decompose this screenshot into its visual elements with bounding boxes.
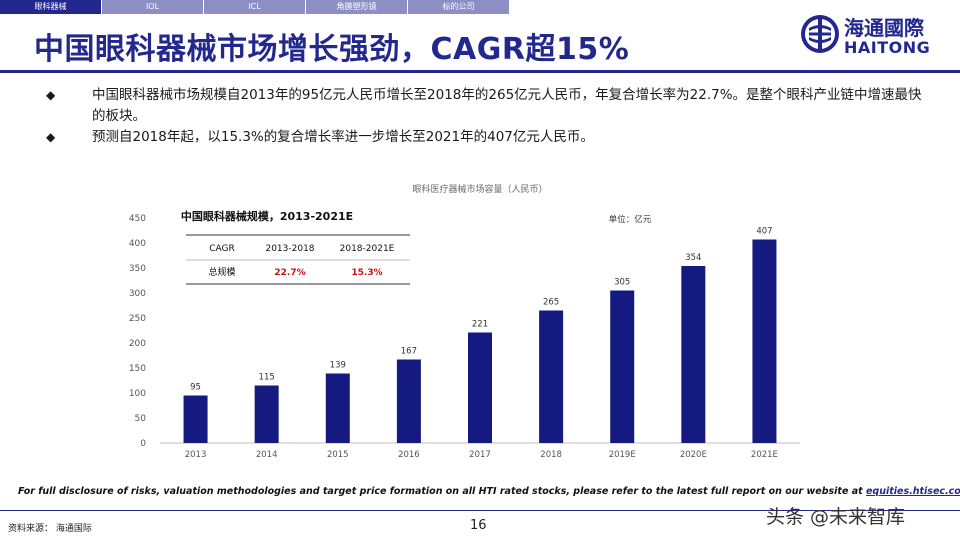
chart-title: 眼科医疗器械市场容量（人民币） (412, 183, 547, 195)
top-nav: 眼科器械 IOL ICL 角膜塑形镜 标的公司 (0, 0, 510, 14)
bullet-item: ◆ 预测自2018年起，以15.3%的复合增长率进一步增长至2021年的407亿… (44, 127, 924, 148)
bar-value-label: 115 (259, 373, 275, 383)
x-tick-label: 2017 (469, 450, 491, 460)
bullet-item: ◆ 中国眼科器械市场规模自2013年的95亿元人民币增长至2018年的265亿元… (44, 85, 924, 127)
bar (183, 395, 208, 443)
bar-value-label: 139 (330, 361, 346, 371)
y-tick-label: 350 (129, 264, 146, 274)
nav-tab[interactable]: IOL (102, 0, 204, 14)
haitong-logo-icon (801, 15, 839, 53)
bar (610, 290, 635, 443)
title-divider (0, 70, 960, 73)
bar-value-label: 407 (756, 227, 772, 237)
footer-divider (0, 510, 960, 511)
bar-value-label: 95 (190, 383, 201, 393)
y-tick-label: 50 (135, 414, 147, 424)
x-tick-label: 2013 (185, 450, 207, 460)
logo-text-en: HAITONG (844, 38, 931, 57)
x-tick-label: 2021E (751, 450, 778, 460)
y-tick-label: 0 (140, 439, 146, 449)
logo-text-cn: 海通國際 (844, 16, 924, 40)
y-tick-label: 400 (129, 239, 146, 249)
bar (254, 385, 279, 443)
y-tick-label: 300 (129, 289, 146, 299)
disclosure-link[interactable]: equities.htisec.com (865, 486, 960, 497)
nav-tab[interactable]: ICL (204, 0, 306, 14)
x-tick-label: 2016 (398, 450, 420, 460)
bar-value-label: 167 (401, 347, 417, 357)
disclosure-text: For full disclosure of risks, valuation … (18, 486, 960, 497)
bar-value-label: 354 (685, 253, 701, 263)
inset-table-header: 2013-2018 (265, 244, 314, 254)
x-tick-label: 2015 (327, 450, 349, 460)
watermark: 头条 @未来智库 (766, 506, 906, 528)
source-note: 资料来源： 海通国际 (8, 524, 92, 534)
nav-tab[interactable]: 标的公司 (408, 0, 510, 14)
y-tick-label: 450 (129, 214, 146, 224)
y-tick-label: 200 (129, 339, 146, 349)
bar (325, 373, 350, 443)
page-number: 16 (470, 518, 487, 533)
bar-value-label: 221 (472, 320, 488, 330)
inset-subtitle: 中国眼科器械规模，2013-2021E (181, 209, 353, 223)
bullet-diamond-icon: ◆ (46, 130, 56, 144)
x-tick-label: 2020E (680, 450, 707, 460)
disclosure-body: For full disclosure of risks, valuation … (18, 486, 866, 497)
bar-value-label: 305 (614, 278, 630, 288)
haitong-logo: 海通國際 HAITONG (800, 10, 950, 60)
inset-table-value: 22.7% (274, 268, 305, 278)
bar-value-label: 265 (543, 298, 559, 308)
market-size-chart: 眼科医疗器械市场容量（人民币） 0 50 100 150 200 250 300 350 400 4… (110, 178, 810, 468)
inset-table-header: CAGR (209, 244, 235, 254)
bar (752, 239, 777, 443)
bullet-diamond-icon: ◆ (46, 88, 56, 102)
bullet-text: 中国眼科器械市场规模自2013年的95亿元人民币增长至2018年的265亿元人民… (92, 87, 922, 124)
nav-tab[interactable]: 角膜塑形镜 (306, 0, 408, 14)
x-tick-label: 2014 (256, 450, 278, 460)
inset-table-value: 15.3% (351, 268, 382, 278)
inset-table-row-label: 总规模 (208, 266, 235, 278)
y-tick-label: 250 (129, 314, 146, 324)
inset-table-header: 2018-2021E (340, 244, 395, 254)
bar (396, 359, 421, 443)
nav-tab[interactable]: 眼科器械 (0, 0, 102, 14)
y-tick-label: 100 (129, 389, 146, 399)
x-tick-label: 2018 (540, 450, 562, 460)
bar (539, 310, 564, 443)
unit-label: 单位：亿元 (609, 214, 652, 225)
bar-chart-svg: 眼科医疗器械市场容量（人民币） 0 50 100 150 200 250 300 350 400 4… (129, 183, 800, 460)
page-title: 中国眼科器械市场增长强劲，CAGR超15% (34, 32, 630, 67)
y-tick-label: 150 (129, 364, 146, 374)
x-tick-label: 2019E (609, 450, 636, 460)
bullet-text: 预测自2018年起，以15.3%的复合增长率进一步增长至2021年的407亿元人… (92, 129, 594, 145)
bullet-list: ◆ 中国眼科器械市场规模自2013年的95亿元人民币增长至2018年的265亿元… (44, 85, 924, 148)
bar (681, 266, 706, 443)
bar (468, 332, 492, 443)
